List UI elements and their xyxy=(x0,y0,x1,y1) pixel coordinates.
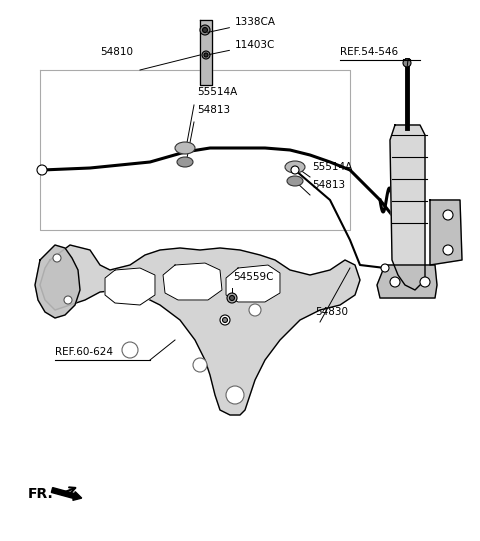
Circle shape xyxy=(203,28,207,32)
Circle shape xyxy=(390,277,400,287)
Polygon shape xyxy=(40,245,360,415)
Text: 54813: 54813 xyxy=(197,105,230,115)
Ellipse shape xyxy=(285,161,305,173)
Circle shape xyxy=(381,264,389,272)
Ellipse shape xyxy=(177,157,193,167)
Circle shape xyxy=(37,165,47,175)
Circle shape xyxy=(204,53,208,57)
Circle shape xyxy=(227,293,237,303)
Text: 55514A: 55514A xyxy=(312,162,352,172)
Text: REF.54-546: REF.54-546 xyxy=(340,47,398,57)
Circle shape xyxy=(200,25,210,35)
Ellipse shape xyxy=(175,142,195,154)
Polygon shape xyxy=(105,268,155,305)
Circle shape xyxy=(226,386,244,404)
Circle shape xyxy=(223,318,228,322)
Text: 54830: 54830 xyxy=(315,307,348,317)
Polygon shape xyxy=(35,245,80,318)
Polygon shape xyxy=(163,263,222,300)
Polygon shape xyxy=(430,200,462,265)
Circle shape xyxy=(249,304,261,316)
Text: 54813: 54813 xyxy=(312,180,345,190)
FancyArrow shape xyxy=(51,487,82,500)
Text: FR.: FR. xyxy=(28,487,54,501)
Polygon shape xyxy=(200,20,212,85)
Polygon shape xyxy=(377,265,437,298)
Circle shape xyxy=(202,51,210,59)
Circle shape xyxy=(443,210,453,220)
Text: 11403C: 11403C xyxy=(210,40,276,55)
Circle shape xyxy=(64,296,72,304)
Circle shape xyxy=(220,315,230,325)
Circle shape xyxy=(193,358,207,372)
Ellipse shape xyxy=(287,176,303,186)
Text: 54810: 54810 xyxy=(100,47,133,57)
Text: 1338CA: 1338CA xyxy=(208,17,276,32)
Text: REF.60-624: REF.60-624 xyxy=(55,347,113,357)
Circle shape xyxy=(291,166,299,174)
Circle shape xyxy=(53,254,61,262)
Circle shape xyxy=(122,342,138,358)
Circle shape xyxy=(403,59,411,67)
Text: 54559C: 54559C xyxy=(233,272,274,282)
Polygon shape xyxy=(226,265,280,302)
Polygon shape xyxy=(390,125,425,290)
Text: 55514A: 55514A xyxy=(197,87,237,97)
Circle shape xyxy=(443,245,453,255)
Circle shape xyxy=(420,277,430,287)
Circle shape xyxy=(229,295,235,300)
